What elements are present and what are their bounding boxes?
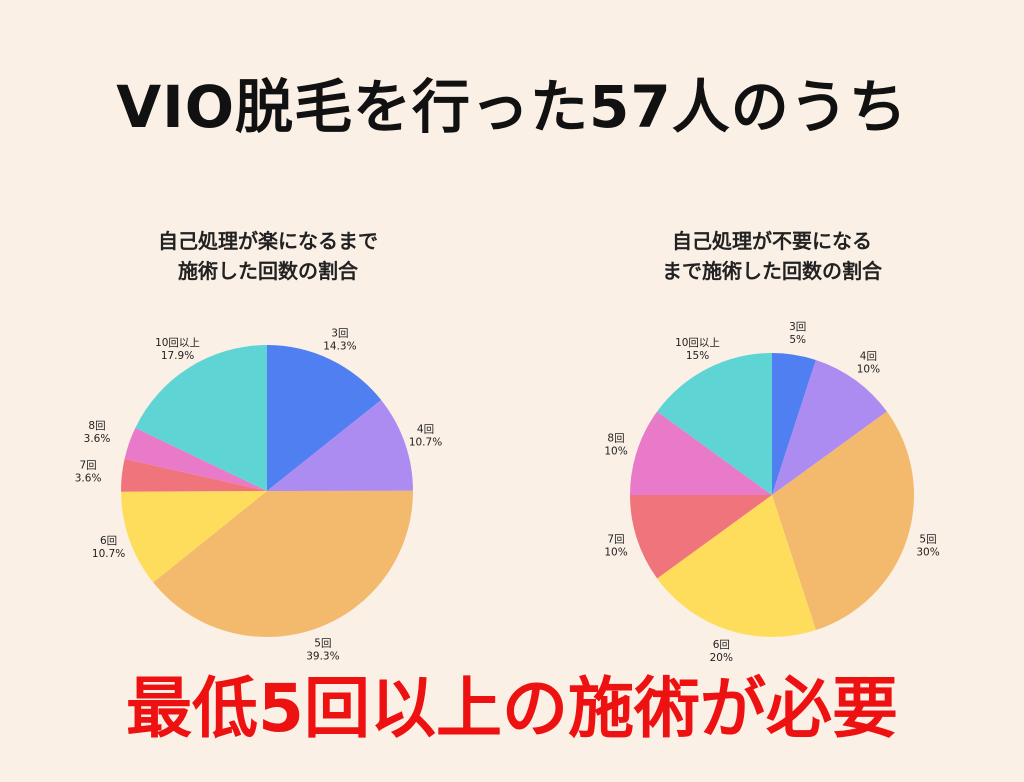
pie-slice — [630, 495, 772, 579]
slice-label: 7回 10% — [604, 534, 627, 559]
chart-title-line: 施術した回数の割合 — [178, 259, 358, 283]
pie-chart-2: 3回 5% 4回 10% 5回 30% 6回 20% 7回 10% 8回 10% 10回以上 15% — [604, 321, 939, 664]
chart-title-right: 自己処理が不要になる まで施術した回数の割合 — [592, 226, 952, 286]
slice-label: 10回以上 15% — [675, 337, 720, 362]
slice-label: 8回 10% — [604, 432, 627, 457]
slice-label: 10回以上 17.9% — [155, 337, 200, 362]
pie-slice — [772, 359, 887, 495]
slice-label: 4回 10% — [857, 350, 880, 375]
pie-slice — [267, 345, 382, 491]
slice-label: 5回 30% — [916, 534, 939, 559]
slice-label: 6回 20% — [710, 639, 733, 664]
slice-label: 3回 5% — [789, 321, 806, 346]
slice-label: 3回 14.3% — [323, 328, 356, 353]
pie-chart-1: 3回 14.3% 4回 10.7% 5回 39.3% 6回 10.7% 7回 3.6% 8回 3.6%… — [75, 328, 442, 663]
pie-slice — [135, 345, 267, 491]
conclusion-text: 最低5回以上の施術が必要 — [126, 670, 898, 747]
pie-slice — [772, 411, 915, 631]
pie-slice — [267, 399, 413, 491]
slice-label: 7回 3.6% — [75, 460, 102, 485]
chart-title-line: まで施術した回数の割合 — [662, 259, 882, 283]
pie-slice — [657, 495, 816, 638]
chart-title-line: 自己処理が楽になるまで — [158, 229, 378, 253]
pie-slice — [630, 411, 772, 495]
pie-slice — [120, 458, 268, 492]
slice-label: 4回 10.7% — [409, 423, 442, 448]
pie-slice — [657, 353, 772, 495]
chart-title-left: 自己処理が楽になるまで 施術した回数の割合 — [88, 226, 448, 286]
pie-slice — [153, 490, 414, 638]
pie-slice — [121, 491, 267, 583]
slice-label: 8回 3.6% — [84, 420, 111, 445]
slice-label: 6回 10.7% — [92, 535, 125, 560]
chart-title-line: 自己処理が不要になる — [672, 229, 872, 253]
headline: VIO脱毛を行った57人のうち — [116, 73, 908, 141]
pie-slice — [772, 353, 816, 495]
slice-label: 5回 39.3% — [306, 637, 339, 662]
pie-slice — [124, 427, 267, 491]
